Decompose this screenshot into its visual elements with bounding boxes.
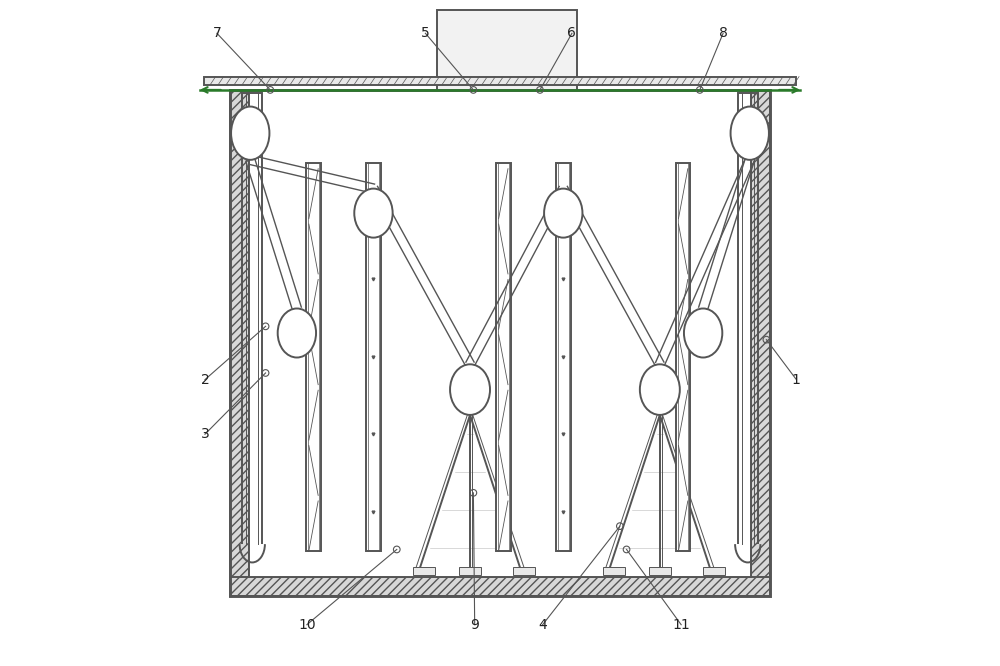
Text: 7: 7: [213, 26, 221, 41]
Polygon shape: [230, 577, 770, 596]
Text: 8: 8: [719, 26, 728, 41]
Polygon shape: [556, 163, 571, 551]
Ellipse shape: [731, 107, 769, 160]
Ellipse shape: [640, 364, 680, 415]
Ellipse shape: [450, 364, 490, 415]
Text: 1: 1: [792, 372, 801, 387]
Text: 3: 3: [201, 427, 209, 442]
Text: 6: 6: [567, 26, 576, 41]
Polygon shape: [649, 567, 671, 575]
Ellipse shape: [278, 308, 316, 358]
Polygon shape: [204, 77, 796, 85]
Polygon shape: [676, 163, 690, 551]
Text: 5: 5: [421, 26, 430, 41]
Text: 9: 9: [470, 617, 479, 632]
Polygon shape: [751, 90, 770, 596]
Ellipse shape: [684, 308, 722, 358]
Text: 10: 10: [298, 617, 316, 632]
Polygon shape: [366, 163, 381, 551]
Polygon shape: [230, 90, 249, 596]
Ellipse shape: [231, 107, 269, 160]
Polygon shape: [496, 163, 511, 551]
Text: 2: 2: [201, 372, 209, 387]
Text: 11: 11: [672, 617, 690, 632]
Polygon shape: [513, 567, 535, 575]
Polygon shape: [703, 567, 725, 575]
Polygon shape: [249, 90, 751, 577]
Polygon shape: [603, 567, 625, 575]
Polygon shape: [459, 567, 481, 575]
Polygon shape: [306, 163, 321, 551]
Text: 4: 4: [538, 617, 547, 632]
Ellipse shape: [354, 188, 393, 238]
Polygon shape: [413, 567, 435, 575]
Polygon shape: [437, 10, 577, 90]
Ellipse shape: [544, 188, 582, 238]
